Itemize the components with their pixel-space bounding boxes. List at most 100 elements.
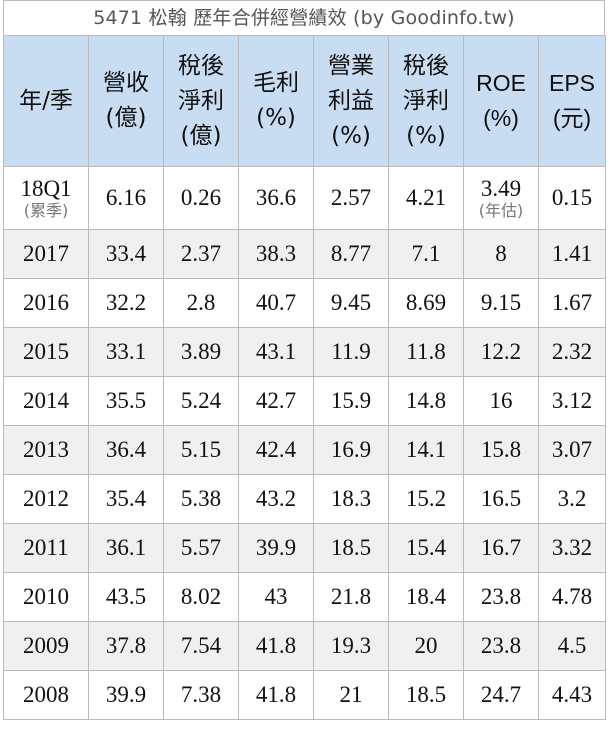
header-eps: EPS (元)	[538, 35, 606, 167]
cell-net-margin: 4.21	[388, 166, 464, 230]
cell-operating-margin: 21.8	[313, 572, 389, 622]
cell-period: 2012	[3, 474, 89, 524]
cell-net-income: 5.57	[163, 523, 239, 573]
cell-revenue: 33.1	[88, 327, 164, 377]
cell-revenue: 32.2	[88, 278, 164, 328]
header-roe-line: ROE	[476, 70, 526, 96]
cell-period: 2015	[3, 327, 89, 377]
header-roe: ROE (%)	[463, 35, 539, 167]
cell-eps: 4.78	[538, 572, 606, 622]
cell-revenue: 36.4	[88, 425, 164, 475]
cell-net-income: 0.26	[163, 166, 239, 230]
cell-eps: 4.43	[538, 670, 606, 720]
cell-net-margin: 15.4	[388, 523, 464, 573]
table-row: 2016 32.2 2.8 40.7 9.45 8.69 9.15 1.67	[3, 278, 606, 328]
cell-gross-margin: 43.2	[238, 474, 314, 524]
cell-net-margin: 14.1	[388, 425, 464, 475]
header-period: 年/季	[3, 35, 89, 167]
header-operating-margin-unit: (%)	[331, 122, 371, 149]
table-title: 5471 松翰 歷年合併經營績效 (by Goodinfo.tw)	[3, 0, 605, 35]
header-net-margin: 稅後 淨利 (%)	[388, 35, 464, 167]
cell-net-margin: 8.69	[388, 278, 464, 328]
cell-eps: 3.2	[538, 474, 606, 524]
cell-revenue: 37.8	[88, 621, 164, 671]
cell-gross-margin: 43.1	[238, 327, 314, 377]
cell-gross-margin: 41.8	[238, 670, 314, 720]
cell-gross-margin: 36.6	[238, 166, 314, 230]
cell-gross-margin: 42.7	[238, 376, 314, 426]
cell-operating-margin: 8.77	[313, 229, 389, 279]
cell-eps: 0.15	[538, 166, 606, 230]
cell-period: 18Q1 (累季)	[3, 166, 89, 230]
cell-operating-margin: 18.3	[313, 474, 389, 524]
table-row: 2012 35.4 5.38 43.2 18.3 15.2 16.5 3.2	[3, 474, 606, 524]
header-net-margin-unit: (%)	[406, 122, 446, 149]
cell-period: 2011	[3, 523, 89, 573]
cell-operating-margin: 9.45	[313, 278, 389, 328]
cell-operating-margin: 11.9	[313, 327, 389, 377]
cell-net-income: 5.24	[163, 376, 239, 426]
table-row: 2011 36.1 5.57 39.9 18.5 15.4 16.7 3.32	[3, 523, 606, 573]
cell-period: 2017	[3, 229, 89, 279]
header-gross-margin-line: 毛利	[253, 70, 299, 96]
header-net-income: 稅後 淨利 (億)	[163, 35, 239, 167]
cell-eps: 2.32	[538, 327, 606, 377]
cell-eps: 3.32	[538, 523, 606, 573]
table-row: 2010 43.5 8.02 43 21.8 18.4 23.8 4.78	[3, 572, 606, 622]
table-row: 2008 39.9 7.38 41.8 21 18.5 24.7 4.43	[3, 670, 606, 720]
cell-operating-margin: 2.57	[313, 166, 389, 230]
cell-gross-margin: 41.8	[238, 621, 314, 671]
cell-roe: 16	[463, 376, 539, 426]
header-net-margin-line1: 稅後	[403, 52, 449, 79]
cell-net-income: 5.38	[163, 474, 239, 524]
header-operating-margin: 營業 利益 (%)	[313, 35, 389, 167]
cell-period: 2016	[3, 278, 89, 328]
cell-period: 2008	[3, 670, 89, 720]
cell-net-income: 7.38	[163, 670, 239, 720]
performance-table-panel: 5471 松翰 歷年合併經營績效 (by Goodinfo.tw) 年/季 營收…	[3, 0, 606, 720]
cell-revenue: 35.5	[88, 376, 164, 426]
header-period-line: 年/季	[19, 87, 73, 114]
cell-net-margin: 20	[388, 621, 464, 671]
cell-roe: 23.8	[463, 621, 539, 671]
cell-roe: 24.7	[463, 670, 539, 720]
table-row: 2013 36.4 5.15 42.4 16.9 14.1 15.8 3.07	[3, 425, 606, 475]
cell-gross-margin: 42.4	[238, 425, 314, 475]
cell-operating-margin: 18.5	[313, 523, 389, 573]
cell-revenue: 6.16	[88, 166, 164, 230]
header-operating-margin-line2: 利益	[328, 87, 374, 114]
cell-net-income: 3.89	[163, 327, 239, 377]
cell-roe: 9.15	[463, 278, 539, 328]
header-eps-unit: (元)	[552, 105, 592, 131]
cell-period: 2014	[3, 376, 89, 426]
cell-gross-margin: 39.9	[238, 523, 314, 573]
cell-revenue: 36.1	[88, 523, 164, 573]
table-row: 2017 33.4 2.37 38.3 8.77 7.1 8 1.41	[3, 229, 606, 279]
cell-revenue: 33.4	[88, 229, 164, 279]
header-net-income-line2: 淨利	[178, 87, 224, 114]
cell-roe: 16.5	[463, 474, 539, 524]
cell-net-margin: 18.4	[388, 572, 464, 622]
cell-gross-margin: 38.3	[238, 229, 314, 279]
cell-net-margin: 18.5	[388, 670, 464, 720]
table-row-latest-quarter: 18Q1 (累季) 6.16 0.26 36.6 2.57 4.21 3.49 …	[3, 166, 606, 230]
cell-revenue: 43.5	[88, 572, 164, 622]
header-net-income-unit: (億)	[180, 122, 222, 149]
period-value: 18Q1	[20, 175, 72, 201]
cell-net-income: 8.02	[163, 572, 239, 622]
period-note: (累季)	[23, 200, 69, 220]
table-row: 2015 33.1 3.89 43.1 11.9 11.8 12.2 2.32	[3, 327, 606, 377]
cell-roe: 16.7	[463, 523, 539, 573]
cell-net-income: 2.8	[163, 278, 239, 328]
cell-eps: 1.67	[538, 278, 606, 328]
cell-gross-margin: 43	[238, 572, 314, 622]
header-gross-margin-unit: (%)	[256, 105, 296, 131]
cell-net-margin: 7.1	[388, 229, 464, 279]
cell-net-margin: 15.2	[388, 474, 464, 524]
cell-roe: 12.2	[463, 327, 539, 377]
cell-operating-margin: 16.9	[313, 425, 389, 475]
cell-net-margin: 14.8	[388, 376, 464, 426]
cell-operating-margin: 21	[313, 670, 389, 720]
header-operating-margin-line1: 營業	[328, 52, 374, 79]
performance-table: 年/季 營收 (億) 稅後 淨利 (億) 毛利 (%) 營業 利益	[3, 35, 606, 720]
